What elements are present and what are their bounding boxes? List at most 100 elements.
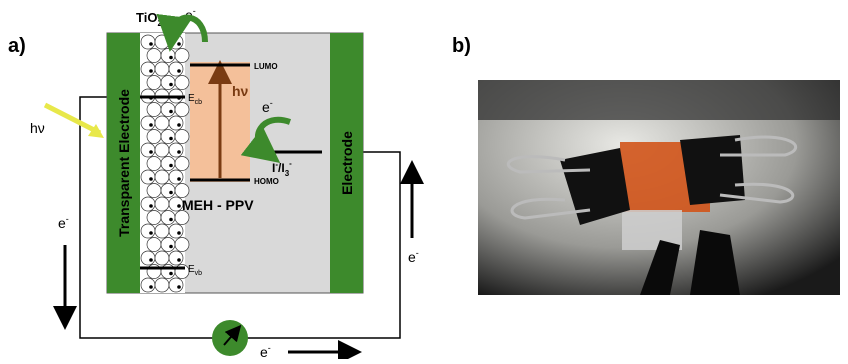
particle bbox=[169, 197, 183, 211]
particle bbox=[161, 238, 175, 252]
dye-dot bbox=[177, 231, 181, 235]
particle bbox=[147, 238, 161, 252]
particle bbox=[175, 130, 189, 144]
panel-label: b) bbox=[452, 35, 471, 57]
text: cb bbox=[195, 99, 203, 106]
text: - bbox=[289, 159, 292, 168]
particle bbox=[141, 143, 155, 157]
particle bbox=[169, 224, 183, 238]
particle bbox=[141, 251, 155, 265]
hv-label: hν bbox=[232, 83, 249, 99]
electron-label: e- bbox=[58, 214, 69, 231]
text: vb bbox=[195, 270, 203, 277]
particle bbox=[141, 170, 155, 184]
particle bbox=[161, 157, 175, 171]
text: e bbox=[260, 344, 268, 359]
dye-dot bbox=[177, 150, 181, 154]
particle bbox=[155, 143, 169, 157]
particle bbox=[155, 35, 169, 49]
dye-dot bbox=[169, 110, 173, 114]
particle bbox=[155, 170, 169, 184]
electrode-label: Transparent Electrode bbox=[116, 89, 132, 237]
particle bbox=[147, 130, 161, 144]
text: - bbox=[66, 214, 69, 224]
text: /I bbox=[278, 161, 285, 175]
dye-dot bbox=[169, 164, 173, 168]
particle bbox=[161, 211, 175, 225]
electron-label: e- bbox=[260, 343, 271, 359]
particle bbox=[141, 35, 155, 49]
dye-dot bbox=[149, 150, 153, 154]
particle bbox=[141, 197, 155, 211]
particle bbox=[161, 76, 175, 90]
particle bbox=[147, 103, 161, 117]
hv-label: hν bbox=[30, 120, 45, 136]
dye-dot bbox=[177, 285, 181, 289]
dye-dot bbox=[149, 177, 153, 181]
dye-dot bbox=[149, 123, 153, 127]
particle bbox=[169, 251, 183, 265]
particle bbox=[175, 49, 189, 63]
dye-dot bbox=[177, 204, 181, 208]
dye-dot bbox=[169, 137, 173, 141]
dye-dot bbox=[169, 191, 173, 195]
dye-dot bbox=[149, 285, 153, 289]
particle bbox=[147, 184, 161, 198]
dye-dot bbox=[169, 218, 173, 222]
photo bbox=[478, 80, 840, 295]
particle bbox=[175, 157, 189, 171]
text: 3 bbox=[285, 169, 290, 178]
particle bbox=[155, 251, 169, 265]
particle bbox=[155, 116, 169, 130]
particle bbox=[147, 157, 161, 171]
particle bbox=[155, 197, 169, 211]
text: TiO bbox=[136, 10, 157, 25]
text: 2 bbox=[157, 18, 162, 28]
particle bbox=[141, 62, 155, 76]
dye-dot bbox=[149, 42, 153, 46]
particle bbox=[169, 35, 183, 49]
dye-dot bbox=[169, 245, 173, 249]
tio2-label: TiO2 bbox=[136, 10, 162, 28]
particle bbox=[147, 211, 161, 225]
dye-dot bbox=[169, 272, 173, 276]
particle bbox=[141, 278, 155, 292]
dye-dot bbox=[177, 258, 181, 262]
dye-dot bbox=[149, 258, 153, 262]
dye-dot bbox=[177, 69, 181, 73]
particle bbox=[147, 76, 161, 90]
figure: a) b) Transparent Electrode Electrode LU… bbox=[0, 0, 848, 359]
particle bbox=[175, 238, 189, 252]
particle bbox=[169, 116, 183, 130]
dye-dot bbox=[177, 123, 181, 127]
particle bbox=[175, 103, 189, 117]
electron-label: e- bbox=[408, 248, 419, 265]
panel-label: a) bbox=[8, 35, 26, 57]
particle bbox=[175, 184, 189, 198]
level-label: HOMO bbox=[254, 177, 279, 186]
text: e bbox=[58, 215, 66, 231]
particle bbox=[155, 224, 169, 238]
electrode-label: Electrode bbox=[339, 131, 355, 195]
text: e bbox=[408, 249, 416, 265]
dye-dot bbox=[169, 56, 173, 60]
particle bbox=[169, 170, 183, 184]
particle bbox=[155, 62, 169, 76]
particle bbox=[147, 49, 161, 63]
dye-dot bbox=[149, 231, 153, 235]
particle bbox=[169, 62, 183, 76]
dye-dot bbox=[149, 69, 153, 73]
particle bbox=[141, 116, 155, 130]
particle bbox=[161, 130, 175, 144]
light-arrow bbox=[45, 105, 100, 133]
particle bbox=[169, 278, 183, 292]
particle bbox=[161, 49, 175, 63]
text: - bbox=[416, 248, 419, 258]
particle bbox=[161, 103, 175, 117]
particle bbox=[161, 184, 175, 198]
particle bbox=[175, 76, 189, 90]
polymer-label: MEH - PPV bbox=[182, 197, 254, 213]
text: - bbox=[268, 343, 271, 353]
dye-dot bbox=[169, 83, 173, 87]
dye-dot bbox=[149, 204, 153, 208]
